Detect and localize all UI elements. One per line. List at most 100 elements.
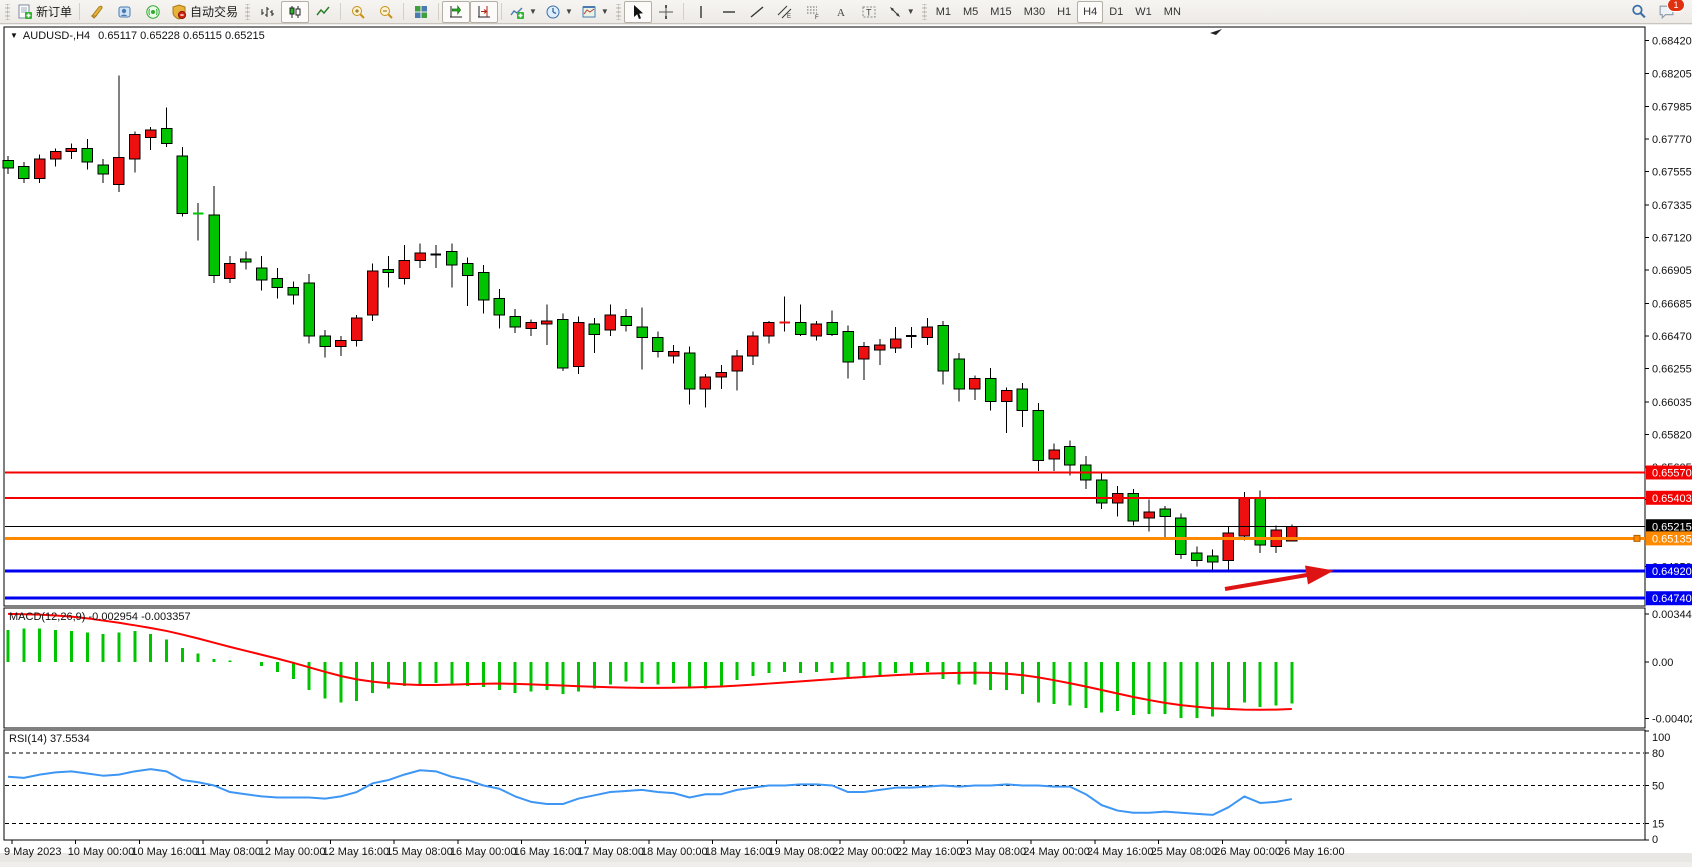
toolbar-separator — [438, 3, 440, 20]
search-icon — [1630, 3, 1647, 20]
tile-windows-icon — [413, 4, 429, 20]
candle — [1238, 497, 1251, 537]
vertical-line-button[interactable] — [687, 1, 715, 23]
candle — [588, 323, 601, 336]
candle — [493, 297, 506, 316]
auto-scroll-button[interactable] — [442, 0, 471, 23]
timeframe-mn[interactable]: MN — [1163, 5, 1181, 18]
toolbar-separator — [501, 3, 503, 20]
crosshair-icon — [658, 4, 674, 20]
candle — [620, 315, 632, 327]
chart-window[interactable]: 0.68420 0.68205 0.67985 0.67770 0.67555 0.673… — [0, 25, 1692, 862]
candle — [794, 321, 807, 336]
svg-text:15 May 08:00: 15 May 08:00 — [386, 846, 453, 858]
candle — [255, 267, 268, 281]
crosshair-button[interactable] — [652, 1, 680, 23]
svg-text:11 May 08:00: 11 May 08:00 — [195, 846, 261, 858]
seal-button[interactable] — [83, 1, 111, 23]
candle — [1143, 511, 1155, 519]
tile-windows-button[interactable] — [407, 1, 435, 23]
fibonacci-icon: F — [805, 4, 821, 20]
svg-text:16 May 16:00: 16 May 16:00 — [514, 846, 581, 858]
timeframe-m1[interactable]: M1 — [935, 5, 951, 18]
horizontal-line-button[interactable] — [715, 1, 743, 23]
templates-button[interactable]: ▼ — [577, 1, 613, 23]
candle — [858, 346, 870, 360]
timeframe-m30[interactable]: M30 — [1023, 5, 1046, 18]
bar-chart-button[interactable] — [253, 1, 281, 23]
timeframe-w1[interactable]: W1 — [1135, 5, 1152, 18]
toolbar-grip[interactable] — [615, 3, 621, 20]
candle — [160, 128, 173, 145]
arrows-button[interactable]: ▼ — [883, 1, 919, 23]
toolbar-grip[interactable] — [5, 3, 10, 20]
macd-panel[interactable] — [3, 607, 1646, 729]
resistance-lower-label — [1646, 490, 1692, 505]
candle — [414, 252, 426, 261]
candle — [33, 158, 46, 180]
signals-button[interactable] — [139, 1, 167, 23]
auto-trading-icon — [171, 3, 187, 20]
chart-shift-icon — [476, 4, 492, 20]
chevron-down-icon: ▼ — [600, 7, 609, 16]
candle — [667, 350, 680, 357]
timeframe-m15[interactable]: M15 — [990, 5, 1012, 18]
arrow-annotation[interactable] — [1224, 565, 1334, 591]
main-toolbar: 新订单 自动交易 — [0, 0, 1692, 24]
label-icon: T — [861, 4, 877, 20]
chart-shift-marker[interactable] — [1210, 29, 1222, 35]
macd-axis: 0.003442 0.00 -0.004025 — [1645, 609, 1692, 725]
candle — [509, 315, 521, 328]
svg-text:0.65570: 0.65570 — [1652, 467, 1692, 479]
candle — [683, 352, 696, 390]
candle — [937, 325, 949, 372]
toolbar-grip[interactable] — [245, 3, 251, 20]
svg-text:0.65215: 0.65215 — [1652, 521, 1692, 533]
candlestick-chart-button[interactable] — [281, 0, 310, 23]
entry-line-label — [1646, 531, 1692, 546]
text-button[interactable]: A — [827, 1, 855, 23]
timeframe-d1[interactable]: D1 — [1109, 5, 1124, 18]
timeframe-m5[interactable]: M5 — [963, 5, 979, 18]
periods-button[interactable]: ▼ — [541, 1, 577, 23]
candle — [240, 258, 252, 263]
cursor-button[interactable] — [623, 0, 652, 23]
new-order-label: 新订单 — [36, 5, 73, 19]
candle — [636, 326, 648, 339]
candle — [874, 344, 886, 351]
chat-button[interactable]: 1 — [1652, 0, 1685, 23]
candle — [842, 331, 854, 363]
line-chart-button[interactable] — [309, 1, 337, 23]
candle — [65, 147, 78, 152]
svg-text:0.67770: 0.67770 — [1652, 134, 1692, 146]
price-panel[interactable] — [3, 26, 1646, 607]
timeframe-h4[interactable]: H4 — [1077, 0, 1104, 23]
svg-text:0.66035: 0.66035 — [1652, 397, 1692, 409]
candle — [287, 287, 300, 296]
svg-text:50: 50 — [1652, 781, 1664, 793]
zoom-in-button[interactable] — [344, 1, 372, 23]
svg-text:100: 100 — [1652, 732, 1670, 744]
trendline-button[interactable] — [743, 1, 771, 23]
new-order-button[interactable]: 新订单 — [13, 1, 76, 23]
indicators-button[interactable]: ▼ — [505, 1, 541, 23]
timeframe-h1[interactable]: H1 — [1057, 5, 1072, 18]
candle — [810, 323, 823, 337]
fibonacci-button[interactable]: F — [799, 1, 827, 23]
svg-text:15: 15 — [1652, 819, 1664, 831]
chart-shift-button[interactable] — [470, 0, 499, 23]
toolbar-grip[interactable] — [921, 3, 927, 20]
indicators-icon — [509, 4, 525, 20]
svg-text:0.66470: 0.66470 — [1652, 331, 1692, 343]
auto-trading-button[interactable]: 自动交易 — [167, 1, 242, 23]
svg-text:26 May 00:00: 26 May 00:00 — [1214, 846, 1281, 858]
equidistant-channel-button[interactable]: E — [771, 1, 799, 23]
svg-text:0.66255: 0.66255 — [1652, 364, 1692, 376]
chart-canvas[interactable]: 0.68420 0.68205 0.67985 0.67770 0.67555 0.673… — [0, 25, 1692, 862]
svg-text:T: T — [866, 7, 872, 17]
market-depth-button[interactable] — [111, 1, 139, 23]
candle — [763, 321, 775, 337]
search-button[interactable] — [1624, 1, 1652, 23]
zoom-out-button[interactable] — [372, 1, 400, 23]
label-button[interactable]: T — [855, 1, 883, 23]
